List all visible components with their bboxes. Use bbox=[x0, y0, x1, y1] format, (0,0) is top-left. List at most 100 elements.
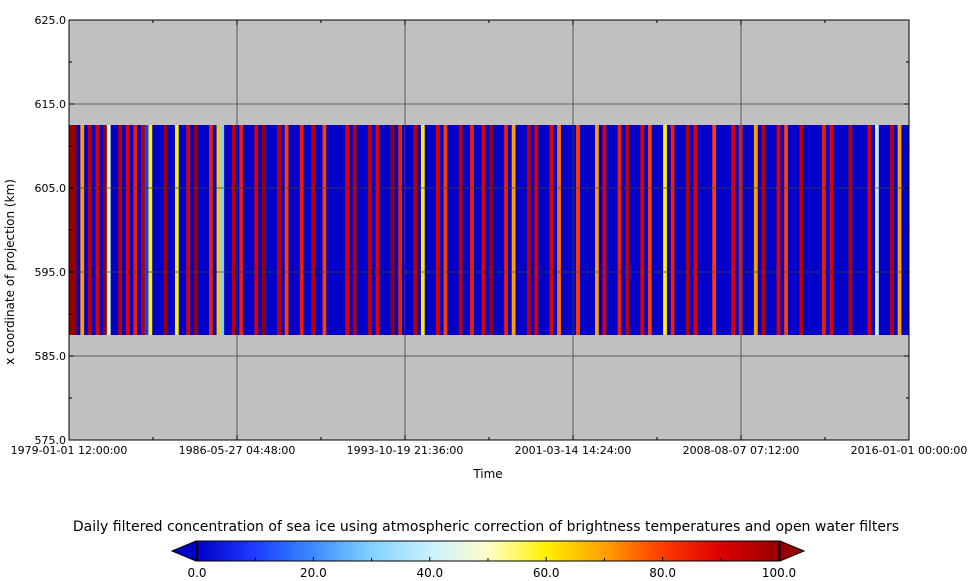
y-tick-label: 605.0 bbox=[35, 182, 67, 195]
heatmap-cell bbox=[636, 125, 641, 335]
x-axis-title: Time bbox=[472, 467, 502, 481]
heatmap-cell bbox=[458, 125, 463, 335]
heatmap-cell bbox=[473, 125, 478, 335]
heatmap-cell bbox=[296, 125, 301, 335]
heatmap-cell bbox=[250, 125, 255, 335]
axis-labels: x coordinate of projection (km) Time bbox=[3, 179, 503, 481]
heatmap-cell bbox=[186, 125, 191, 335]
heatmap-cell bbox=[583, 125, 588, 335]
heatmap-cell bbox=[848, 125, 853, 335]
heatmap-cell bbox=[277, 125, 282, 335]
heatmap-cell bbox=[140, 125, 145, 335]
heatmap-cell bbox=[515, 125, 520, 335]
heatmap-cell bbox=[723, 125, 728, 335]
heatmap-cell bbox=[265, 125, 270, 335]
heatmap-cell bbox=[545, 125, 550, 335]
heatmap-cell bbox=[837, 125, 842, 335]
heatmap-cell bbox=[538, 125, 543, 335]
heatmap-cell bbox=[129, 125, 134, 335]
heatmap-cell bbox=[617, 125, 622, 335]
heatmap-cell bbox=[663, 125, 668, 335]
heatmap-cell bbox=[182, 125, 187, 335]
heatmap-cell bbox=[224, 125, 229, 335]
heatmap-cell bbox=[765, 125, 770, 335]
colorbar-tick-label: 40.0 bbox=[416, 566, 443, 580]
heatmap-cell bbox=[564, 125, 569, 335]
heatmap-cell bbox=[148, 125, 153, 335]
heatmap-cell bbox=[462, 125, 467, 335]
heatmap-cell bbox=[659, 125, 664, 335]
x-tick-label: 2001-03-14 14:24:00 bbox=[515, 444, 632, 457]
heatmap-cell bbox=[893, 125, 898, 335]
heatmap-cell bbox=[878, 125, 883, 335]
heatmap-cell bbox=[375, 125, 380, 335]
heatmap-cell bbox=[787, 125, 793, 335]
heatmap-cell bbox=[833, 125, 838, 335]
colorbar-tick-label: 20.0 bbox=[300, 566, 327, 580]
heatmap-cell bbox=[742, 125, 747, 335]
heatmap-cell bbox=[772, 125, 777, 335]
heatmap-cell bbox=[209, 125, 214, 335]
heatmap-cell bbox=[454, 125, 460, 335]
heatmap-cell bbox=[507, 125, 513, 335]
heatmap-cell bbox=[776, 125, 781, 335]
heatmap-cell bbox=[750, 125, 755, 335]
heatmap-cell bbox=[655, 125, 660, 335]
heatmap-cell bbox=[299, 125, 304, 335]
heatmap-cell bbox=[360, 125, 365, 335]
heatmap-cell bbox=[734, 125, 740, 335]
heatmap-cell bbox=[349, 125, 354, 335]
heatmap-cell bbox=[856, 125, 861, 335]
heatmap-cell bbox=[447, 125, 452, 335]
heatmap-cell bbox=[901, 125, 906, 335]
heatmap-cell bbox=[171, 125, 176, 335]
heatmap-cell bbox=[526, 125, 531, 335]
heatmap-cell bbox=[87, 125, 92, 335]
heatmap-cell bbox=[704, 125, 709, 335]
heatmap-cell bbox=[420, 125, 425, 335]
x-tick-label: 1979-01-01 12:00:00 bbox=[11, 444, 128, 457]
heatmap-cell bbox=[806, 125, 811, 335]
heatmap-cell bbox=[156, 125, 161, 335]
heatmap-cell bbox=[330, 125, 335, 335]
heatmap-cell bbox=[405, 125, 410, 335]
heatmap-cell bbox=[235, 125, 240, 335]
heatmap-cell bbox=[897, 125, 902, 335]
x-tick-label: 2008-08-07 07:12:00 bbox=[683, 444, 800, 457]
heatmap-cell bbox=[424, 125, 429, 335]
heatmap-cell bbox=[598, 125, 603, 335]
heatmap-cell bbox=[852, 125, 857, 335]
heatmap-cell bbox=[417, 125, 422, 335]
heatmap-cell bbox=[477, 125, 482, 335]
heatmap-cell bbox=[243, 125, 248, 335]
heatmap-cell bbox=[859, 125, 864, 335]
heatmap-cell bbox=[72, 125, 77, 335]
heatmap-cell bbox=[863, 125, 868, 335]
colorbar-over-arrow bbox=[779, 540, 806, 562]
heatmap-cell bbox=[356, 125, 361, 335]
heatmap-cell bbox=[212, 125, 217, 335]
heatmap-cell bbox=[784, 125, 789, 335]
heatmap-cell bbox=[602, 125, 607, 335]
heatmap-cell bbox=[496, 125, 501, 335]
heatmap-cell bbox=[114, 125, 119, 335]
heatmap-cell bbox=[118, 125, 123, 335]
heatmap-cell bbox=[697, 125, 702, 335]
heatmap-cell bbox=[398, 125, 403, 335]
heatmap-cell bbox=[167, 125, 172, 335]
heatmap-cell bbox=[753, 125, 759, 335]
heatmap-cell bbox=[379, 125, 384, 335]
heatmap-cell bbox=[231, 125, 236, 335]
colorbar-under-arrow bbox=[170, 540, 197, 562]
heatmap-cell bbox=[647, 125, 653, 335]
heatmap-cell bbox=[727, 125, 732, 335]
heatmap-cell bbox=[519, 125, 524, 335]
heatmap-cell bbox=[674, 125, 679, 335]
heatmap-cell bbox=[651, 125, 656, 335]
heatmap-cell bbox=[795, 125, 800, 335]
heatmap-cell bbox=[840, 125, 846, 335]
heatmap-cell bbox=[303, 125, 308, 335]
heatmap-cell bbox=[451, 125, 456, 335]
heatmap-cell bbox=[352, 125, 357, 335]
